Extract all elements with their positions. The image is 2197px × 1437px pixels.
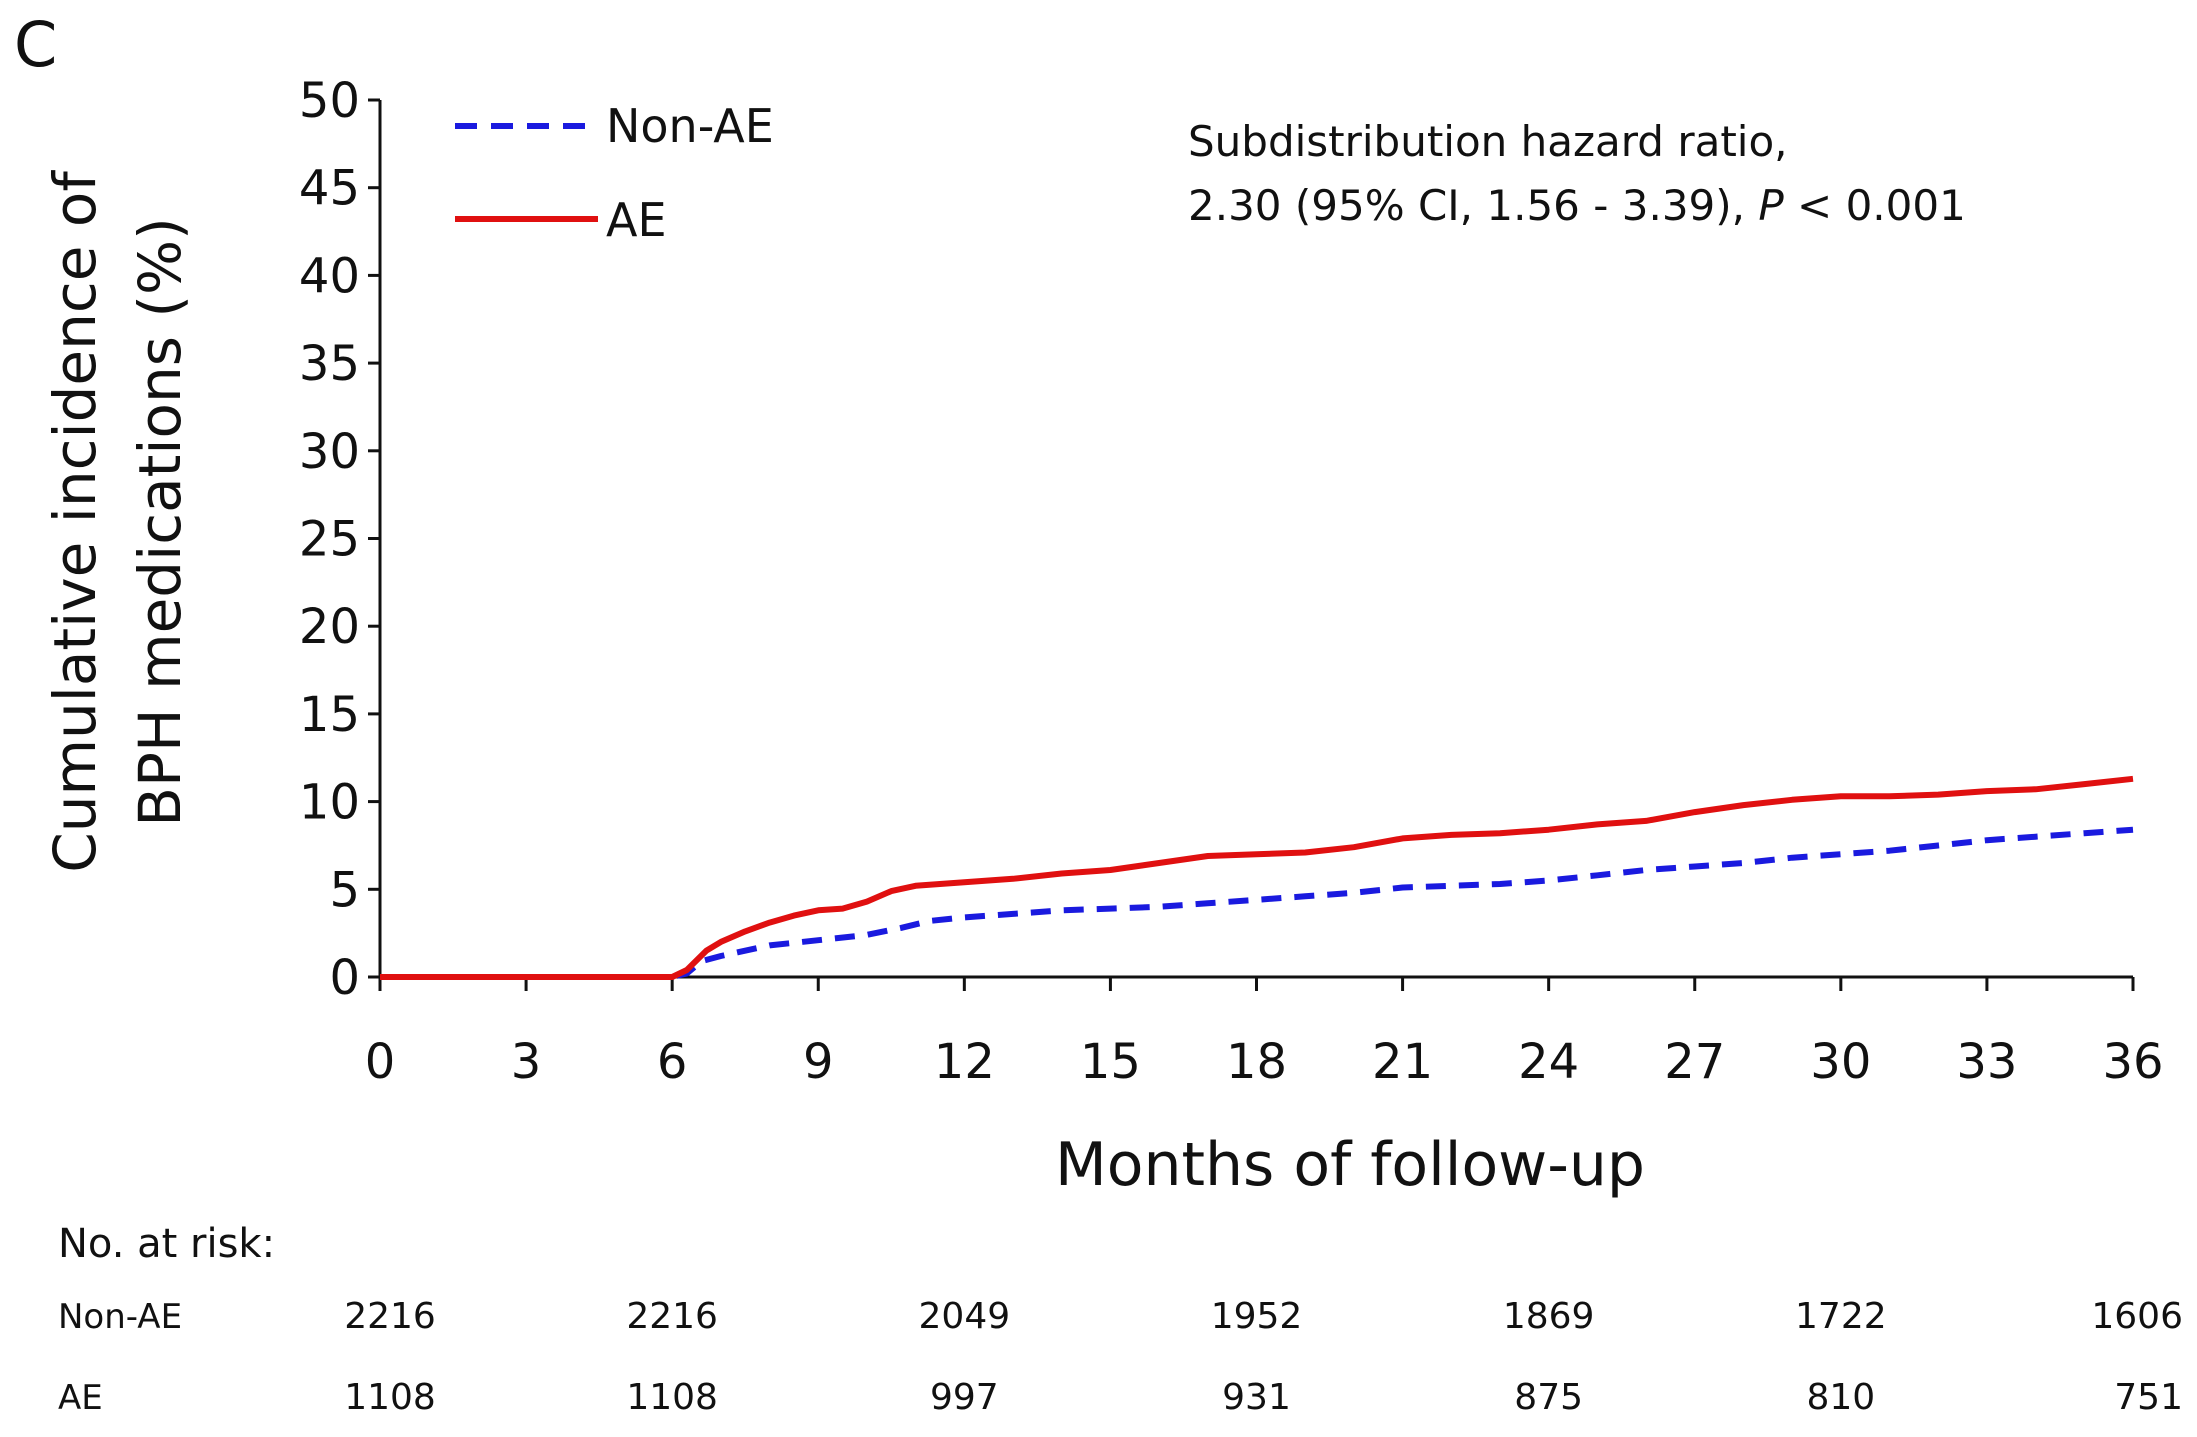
risk-value-ae-m36: 751 bbox=[2114, 1377, 2183, 1418]
y-tick-label-40: 40 bbox=[299, 248, 360, 304]
x-tick-label-9: 9 bbox=[803, 1034, 834, 1090]
risk-row-label-ae: AE bbox=[58, 1378, 103, 1418]
hazard-annotation: Subdistribution hazard ratio, 2.30 (95% … bbox=[1188, 117, 1966, 230]
x-tick-label-30: 30 bbox=[1810, 1034, 1871, 1090]
legend: Non-AE AE bbox=[455, 99, 774, 247]
y-tick-label-5: 5 bbox=[329, 862, 360, 918]
x-tick-label-36: 36 bbox=[2102, 1034, 2163, 1090]
panel-label: C bbox=[14, 8, 57, 81]
x-tick-label-24: 24 bbox=[1518, 1034, 1579, 1090]
series-line-ae bbox=[380, 775, 2134, 980]
y-axis-title-line-2: BPH medications (%) bbox=[126, 217, 194, 826]
risk-value-non-ae-m12: 2049 bbox=[919, 1296, 1011, 1337]
risk-row-label-non-ae: Non-AE bbox=[58, 1297, 182, 1337]
series-line-non-ae bbox=[380, 826, 2134, 980]
risk-value-non-ae-m0: 2216 bbox=[344, 1296, 436, 1337]
legend-label-ae: AE bbox=[606, 193, 667, 247]
y-tick-label-0: 0 bbox=[329, 950, 360, 1006]
x-axis-title: Months of follow-up bbox=[1055, 1130, 1645, 1200]
risk-value-ae-m0: 1108 bbox=[344, 1377, 436, 1418]
y-tick-label-15: 15 bbox=[299, 687, 360, 743]
risk-value-non-ae-m24: 1869 bbox=[1503, 1296, 1595, 1337]
risk-values: 2216 2216 2049 1952 1869 1722 1606 1108 1108 997 9… bbox=[344, 1296, 2183, 1418]
x-tick-label-27: 27 bbox=[1664, 1034, 1725, 1090]
x-tick-label-12: 12 bbox=[934, 1034, 995, 1090]
risk-value-ae-m12: 997 bbox=[930, 1377, 999, 1418]
x-tick-label-15: 15 bbox=[1080, 1034, 1141, 1090]
annotation-line-1: Subdistribution hazard ratio, bbox=[1188, 117, 1788, 166]
series-layer bbox=[380, 775, 2134, 980]
x-tick-label-18: 18 bbox=[1226, 1034, 1287, 1090]
risk-value-ae-m30: 810 bbox=[1806, 1377, 1875, 1418]
y-axis-title: Cumulative incidence of BPH medications … bbox=[41, 170, 194, 873]
risk-value-non-ae-m36: 1606 bbox=[2091, 1296, 2183, 1337]
x-tick-label-21: 21 bbox=[1372, 1034, 1433, 1090]
y-axis: 0 5 10 15 20 25 30 35 40 45 50 bbox=[299, 73, 382, 1006]
x-axis: 0 3 6 9 12 15 18 21 24 27 30 33 36 bbox=[365, 975, 2164, 1090]
y-tick-label-50: 50 bbox=[299, 73, 360, 129]
y-axis-title-line-1: Cumulative incidence of bbox=[41, 170, 109, 873]
y-tick-label-30: 30 bbox=[299, 424, 360, 480]
x-tick-label-3: 3 bbox=[511, 1034, 542, 1090]
y-tick-label-10: 10 bbox=[299, 775, 360, 831]
risk-value-non-ae-m30: 1722 bbox=[1795, 1296, 1887, 1337]
risk-value-ae-m24: 875 bbox=[1514, 1377, 1583, 1418]
risk-value-non-ae-m6: 2216 bbox=[626, 1296, 718, 1337]
annotation-p-symbol: P bbox=[1758, 181, 1784, 230]
y-tick-label-45: 45 bbox=[299, 161, 360, 217]
annotation-line-2: 2.30 (95% CI, 1.56 - 3.39), P < 0.001 bbox=[1188, 181, 1966, 230]
legend-label-non-ae: Non-AE bbox=[606, 99, 774, 153]
y-tick-label-20: 20 bbox=[299, 599, 360, 655]
risk-table: No. at risk: Non-AE AE 2216 2216 2049 1952 1… bbox=[58, 1221, 2183, 1418]
risk-value-non-ae-m18: 1952 bbox=[1211, 1296, 1303, 1337]
y-tick-label-25: 25 bbox=[299, 512, 360, 568]
x-tick-label-33: 33 bbox=[1956, 1034, 2017, 1090]
annotation-hr-text: 2.30 (95% CI, 1.56 - 3.39), bbox=[1188, 181, 1758, 230]
x-tick-label-6: 6 bbox=[657, 1034, 688, 1090]
annotation-p-value: < 0.001 bbox=[1784, 181, 1966, 230]
risk-value-ae-m18: 931 bbox=[1222, 1377, 1291, 1418]
x-tick-label-0: 0 bbox=[365, 1034, 396, 1090]
y-tick-label-35: 35 bbox=[299, 336, 360, 392]
risk-value-ae-m6: 1108 bbox=[626, 1377, 718, 1418]
risk-table-header: No. at risk: bbox=[58, 1221, 275, 1267]
